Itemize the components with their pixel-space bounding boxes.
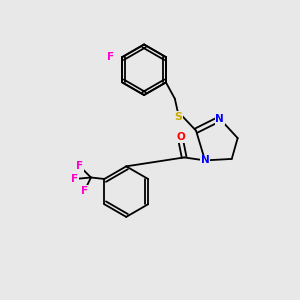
Text: S: S: [174, 112, 182, 122]
Text: F: F: [81, 186, 88, 196]
Text: N: N: [201, 155, 209, 165]
Text: F: F: [71, 174, 78, 184]
Text: N: N: [215, 114, 224, 124]
Text: F: F: [76, 161, 83, 171]
Text: O: O: [177, 132, 186, 142]
Text: F: F: [107, 52, 114, 61]
